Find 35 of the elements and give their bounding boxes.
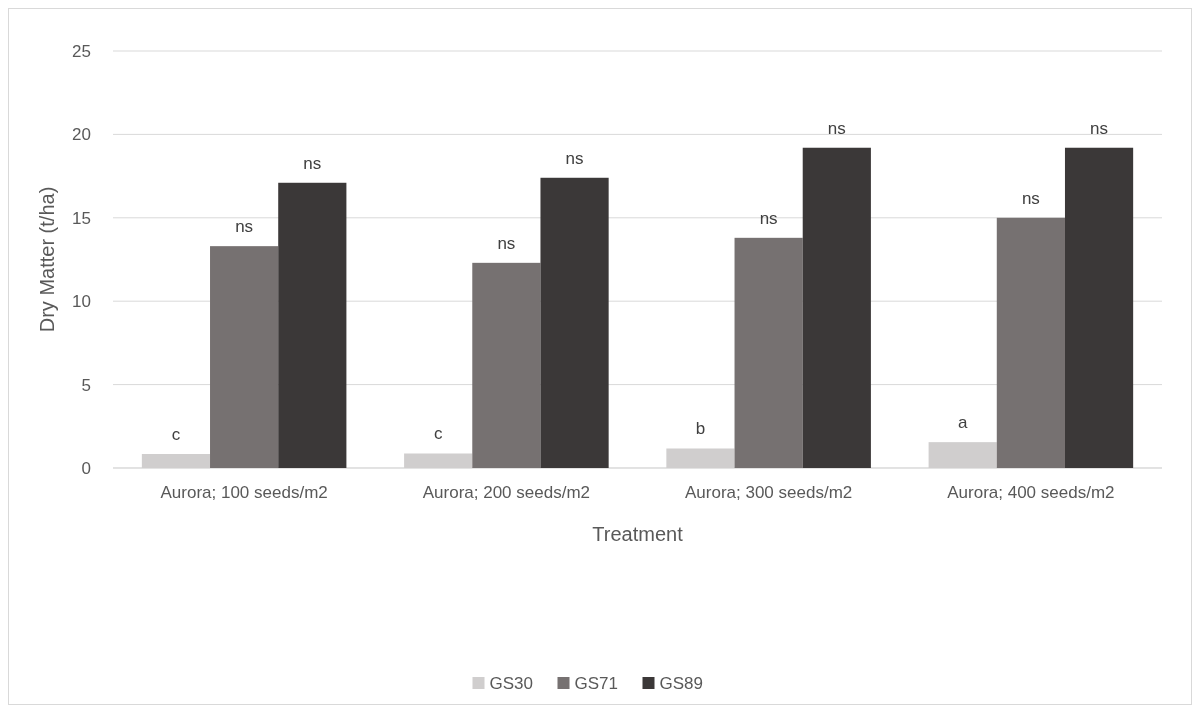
bar: [996, 217, 1065, 468]
x-tick-label: Aurora; 200 seeds/m2: [422, 483, 591, 502]
data-label: ns: [497, 233, 516, 253]
data-label: ns: [565, 148, 584, 168]
y-tick-label: 10: [72, 292, 91, 312]
y-tick-label: 15: [72, 208, 91, 228]
x-axis-title: Treatment: [592, 523, 684, 545]
y-tick-label: 25: [72, 41, 91, 61]
y-axis-title: Dry Matter (t/ha): [36, 186, 58, 333]
data-label: ns: [303, 153, 322, 173]
y-tick-label: 0: [81, 458, 91, 478]
data-label: a: [957, 413, 968, 433]
y-tick-label: 5: [81, 375, 91, 395]
data-label: c: [171, 424, 181, 444]
data-label: ns: [827, 118, 846, 138]
legend-label: GS30: [489, 673, 533, 693]
legend-label: GS89: [659, 673, 703, 693]
data-label: ns: [759, 208, 778, 228]
bar: [1064, 147, 1134, 468]
y-tick-label: 20: [72, 125, 91, 145]
data-label: b: [695, 419, 706, 439]
data-label: ns: [1090, 118, 1109, 138]
bar: [734, 237, 803, 468]
x-tick-label: Aurora; 300 seeds/m2: [684, 483, 853, 502]
bar: [210, 246, 279, 468]
legend-label: GS71: [574, 673, 618, 693]
data-label: ns: [1021, 188, 1040, 208]
bar: [540, 177, 609, 468]
x-tick-label: Aurora; 100 seeds/m2: [160, 483, 328, 502]
data-label: c: [433, 424, 443, 444]
bar: [802, 147, 871, 468]
data-label: ns: [235, 217, 254, 237]
bar: [472, 262, 541, 468]
x-tick-label: Aurora; 400 seeds/m2: [947, 483, 1115, 502]
bar: [278, 182, 347, 468]
